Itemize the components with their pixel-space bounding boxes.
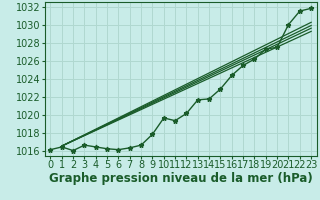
X-axis label: Graphe pression niveau de la mer (hPa): Graphe pression niveau de la mer (hPa) [49, 172, 313, 185]
